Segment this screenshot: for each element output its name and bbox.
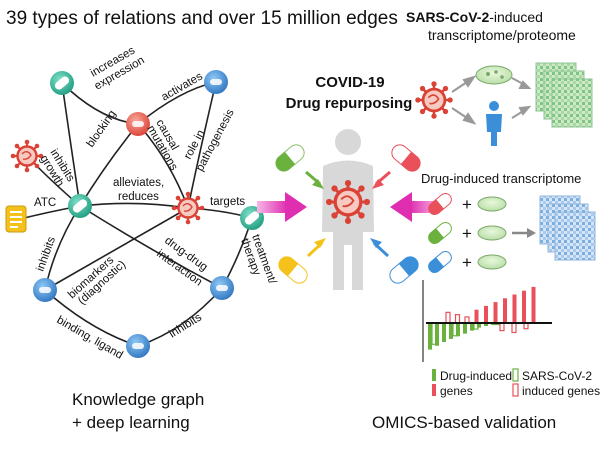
edge-role-in-pathogenesis: [187, 81, 217, 209]
expression-bar: [503, 298, 507, 323]
gene-node: [210, 276, 234, 300]
edge-label: inhibits: [35, 235, 59, 273]
expression-bar: [442, 323, 446, 342]
drug-row-red: +: [428, 193, 507, 215]
heatmap-blue: [539, 195, 596, 261]
expression-bar: [470, 323, 474, 331]
edge-label: inhibits: [167, 311, 204, 340]
expression-bar: [499, 322, 505, 332]
legend-drug-line1: Drug-induced: [440, 369, 512, 383]
virus-icon: [324, 178, 372, 226]
expression-bar: [477, 323, 481, 328]
expression-bar: [512, 294, 517, 323]
drug-node: [50, 71, 74, 95]
expression-bar: [484, 323, 488, 327]
petri-dish-icon: [475, 65, 513, 85]
pill-icon-red: [391, 144, 421, 172]
edge-blocking: [61, 82, 81, 207]
pill-icon-yellow: [278, 256, 308, 284]
legend-sars-swatch: [512, 368, 519, 382]
gene-node: [33, 278, 57, 302]
legend-sars-line1: SARS-CoV-2: [522, 369, 592, 383]
heatmap-green: [535, 62, 593, 128]
expression-bar: [454, 314, 461, 324]
gene-node: [126, 334, 150, 358]
sars-induced-label: SARS-CoV-2-induced: [406, 9, 543, 25]
drug-row-blue: +: [428, 251, 507, 273]
center-title-line1: COVID-19: [315, 74, 384, 91]
plus-sign: +: [462, 224, 472, 243]
legend-drug-swatch: [432, 369, 436, 381]
edge-label: binding, ligand: [55, 314, 125, 361]
omics-caption: OMICS-based validation: [372, 413, 556, 432]
pill-icon-green: [275, 144, 305, 172]
edge-label: ATC: [34, 197, 56, 209]
drug-node: [204, 70, 228, 94]
expression-bar: [531, 286, 536, 323]
expression-bar: [493, 302, 498, 323]
sars-label-bold: SARS-CoV-2: [406, 9, 489, 25]
knowledge-graph-caption-line2: + deep learning: [72, 413, 190, 432]
virus-node: [9, 138, 45, 174]
transcriptome-proteome-label: transcriptome/proteome: [428, 27, 576, 43]
expression-bar: [511, 322, 517, 334]
drug-arrows: [305, 170, 391, 258]
edge-label: targets: [210, 196, 245, 208]
magenta-arrow-left: [257, 192, 307, 222]
legend-sars-line2: induced genes: [522, 384, 600, 398]
expression-bar: [484, 305, 488, 323]
drug-row-green: +: [428, 222, 507, 244]
expression-bar: [449, 323, 453, 339]
edge-biomarkers: [44, 207, 189, 291]
plus-sign: +: [462, 195, 472, 214]
expression-bar: [428, 323, 432, 350]
knowledge-graph-caption-line1: Knowledge graph: [72, 390, 204, 409]
human-icon: [486, 101, 502, 146]
legend-sars-red-swatch: [512, 383, 519, 397]
virus-node: [170, 190, 206, 226]
expression-bar: [435, 323, 439, 346]
figure-title: 39 types of relations and over 15 millio…: [6, 8, 398, 29]
person-icon: [322, 129, 374, 290]
atc-clipboard-node: [5, 205, 27, 233]
edge-alleviates: [79, 202, 189, 209]
edge-drug-drug: [79, 205, 223, 289]
expression-bar: [474, 309, 479, 323]
sars-label-rest: -induced: [489, 9, 543, 25]
expression-bars: [428, 286, 536, 350]
expression-bar: [445, 311, 451, 324]
edge-label: blocking: [85, 108, 119, 149]
gene-node: [126, 112, 150, 136]
legend-drug-red-swatch: [432, 384, 436, 396]
plus-sign: +: [462, 253, 472, 272]
edge-inhibits-bottom: [137, 287, 223, 347]
edge-label: alleviates,: [113, 177, 164, 189]
drug-node: [68, 194, 92, 218]
expression-bar: [456, 323, 460, 337]
drug-induced-transcriptome-title: Drug-induced transcriptome: [421, 171, 581, 186]
expression-bar: [463, 323, 467, 334]
pill-icon-blue: [389, 256, 419, 284]
gray-arrow: [512, 228, 536, 238]
expression-bar: [522, 290, 526, 323]
legend-drug-line2: genes: [440, 384, 473, 398]
sars-arrows: [451, 75, 532, 125]
virus-icon: [413, 79, 455, 121]
center-title-line2: Drug repurposing: [286, 95, 413, 112]
edge-label: reduces: [118, 191, 159, 203]
